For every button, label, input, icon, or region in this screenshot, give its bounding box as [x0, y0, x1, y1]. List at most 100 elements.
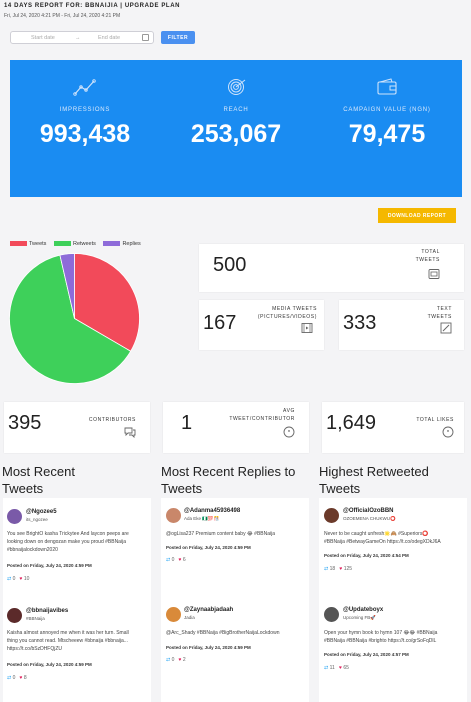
avatar[interactable]: [166, 607, 181, 622]
total-likes-card: 1,649 TOTAL LIKES ": [322, 402, 464, 453]
tweet-text: Never to be caught unfresh🌟🙈 #Superiors⭕…: [324, 530, 464, 546]
report-date-range: Fri, Jul 24, 2020 4:21 PM - Fri, Jul 24,…: [4, 13, 121, 19]
campaign-value: 79,475: [348, 120, 426, 148]
svg-text:": ": [446, 429, 449, 437]
tweet-date: Posted on Friday, July 24, 2020 4:54 PM: [324, 553, 409, 558]
like-count: 2: [182, 657, 186, 663]
text-tweets-value: 333: [343, 312, 377, 334]
retweet-count: 0: [12, 675, 16, 681]
tweet-handle: Upcoming FB🚀: [343, 615, 376, 620]
most-recent-replies-title-line1: Most Recent Replies to: [161, 464, 296, 479]
legend-item-tweets[interactable]: Tweets: [10, 241, 46, 247]
retweet-count: 0: [171, 657, 175, 663]
chat-icon: [124, 427, 136, 438]
tweet-stats: ⇄ 0 ♥ 8: [7, 675, 27, 681]
tweet-author[interactable]: @Zaynaabjadaah: [184, 607, 234, 613]
avatar[interactable]: [324, 607, 339, 622]
arrow-right-icon: →: [75, 35, 81, 41]
avatar[interactable]: [166, 508, 181, 523]
legend-item-replies[interactable]: Replies: [103, 241, 141, 247]
highest-retweeted-title-line2: Tweets: [319, 481, 361, 496]
legend-item-retweets[interactable]: Retweets: [53, 241, 96, 247]
most-recent-tweets-title: Most Recent Tweets: [2, 463, 75, 497]
avg-tweet-card: 1 AVG TWEET/CONTRIBUTOR ": [163, 402, 309, 453]
tweet-stats: ⇄ 18 ♥ 125: [324, 566, 352, 572]
tweet-text: Kaisha almost annoyed me when it was her…: [7, 629, 147, 653]
tweet-text-line: https://t.co/bSzDHFQjZU: [7, 646, 63, 652]
retweet-icon: ⇄: [324, 665, 329, 671]
retweet-icon: ⇄: [7, 675, 12, 681]
legend-swatch-tweets: [10, 241, 27, 247]
impressions-value: 993,438: [39, 120, 131, 148]
svg-text:": ": [287, 429, 290, 437]
recent-replies-column: [161, 498, 309, 702]
legend-swatch-retweets: [53, 241, 71, 247]
like-count: 10: [23, 576, 30, 582]
contributors-label: CONTRIBUTORS: [88, 417, 136, 423]
avg-tweet-label-line2: TWEET/CONTRIBUTOR: [229, 416, 295, 422]
avg-tweet-value: 1: [181, 412, 193, 434]
pie-slice-retweets[interactable]: [9, 254, 132, 384]
pie-slice-tweets[interactable]: [74, 253, 140, 352]
retweet-icon: ⇄: [7, 576, 12, 582]
tweet-text: @ogLisa237 Premium content baby 😂 #BBNai…: [166, 531, 276, 537]
report-title: 14 DAYS REPORT FOR: BBNAIJIA | UPGRADE P…: [4, 3, 181, 9]
stats-banner: IMPRESSIONS 993,438 REACH 253,067 CAMPAI…: [10, 60, 462, 197]
tweet-author[interactable]: @bbnaijavibes: [26, 608, 69, 614]
total-likes-label: TOTAL LIKES: [416, 417, 454, 423]
chart-legend: Tweets Retweets Replies: [10, 241, 147, 247]
contributors-value: 395: [8, 412, 42, 434]
start-date-input[interactable]: Start date: [31, 35, 55, 41]
tweet-date: Posted on Friday, July 24, 2020 4:57 PM: [324, 652, 409, 657]
total-likes-value: 1,649: [326, 412, 377, 434]
avatar[interactable]: [7, 509, 22, 524]
tweet-author[interactable]: @Adanma45936498: [184, 508, 241, 514]
most-recent-tweets-title-line1: Most Recent: [2, 464, 75, 479]
like-count: 125: [343, 566, 353, 572]
tweet-stats: ⇄ 0 ♥ 6: [166, 557, 186, 563]
retweeted-column: [319, 498, 467, 702]
quote-icon: ": [283, 426, 295, 438]
avatar[interactable]: [7, 608, 22, 623]
tweet-handle: its_ngozee: [26, 517, 48, 522]
tweet-text-line: thing you cannot read. Mtscheeew #bbnaij…: [7, 638, 128, 644]
heart-icon: ♥: [178, 557, 182, 563]
tweet-stats: ⇄ 11 ♥ 65: [324, 665, 349, 671]
tweet-text-line: Kaisha almost annoyed me when it was her…: [7, 630, 129, 636]
edit-icon: [440, 322, 452, 334]
tweet-date: Posted on Friday, July 24, 2020 4:59 PM: [166, 545, 251, 550]
tweets-icon: [428, 269, 440, 279]
download-report-button[interactable]: DOWNLOAD REPORT: [378, 208, 456, 223]
most-recent-replies-title-line2: Tweets: [161, 481, 203, 496]
tweet-author[interactable]: @OfficialOzoBBN: [343, 508, 394, 514]
tweet-date: Posted on Friday, July 24, 2020 4:59 PM: [166, 645, 251, 650]
legend-swatch-replies: [103, 241, 121, 247]
chart-line-icon: [73, 79, 96, 96]
tweet-text: Open your hymn book to hymn 107 😂😂 #BBNa…: [324, 629, 464, 645]
media-tweets-label-line2: (PICTURES/VIDEOS): [257, 314, 317, 320]
date-range-picker[interactable]: Start date → End date: [10, 31, 154, 44]
retweet-count: 0: [12, 576, 16, 582]
legend-label-tweets: Tweets: [29, 241, 47, 247]
wallet-icon: [377, 78, 397, 95]
pie-slice-replies[interactable]: [59, 253, 75, 319]
filter-button[interactable]: FILTER: [161, 31, 195, 44]
tweet-author[interactable]: @Updateboyx: [343, 607, 384, 613]
tweet-date: Posted on Friday, July 24, 2020 4:59 PM: [7, 563, 92, 568]
most-recent-replies-title: Most Recent Replies to Tweets: [161, 463, 295, 497]
avatar[interactable]: [324, 508, 339, 523]
tweet-author[interactable]: @Ngozee5: [26, 509, 57, 515]
tweet-text-line: looking down on dengozan make you proud …: [7, 539, 126, 545]
heart-icon: ♥: [19, 576, 23, 582]
quote-icon: ": [442, 426, 454, 438]
film-icon: [301, 323, 313, 333]
end-date-input[interactable]: End date: [98, 35, 121, 41]
tweet-text-line: #BBNaija #BetwayGameOn https://t.co/odeg…: [324, 539, 441, 545]
tweet-text: @Arc_Shady #BBNaija #BigBrotherNaijaLock…: [166, 630, 280, 636]
tweet-text-line: You see BrightO kasha Trickytee And layc…: [7, 531, 129, 537]
text-tweets-label-line2: TWEETS: [427, 314, 452, 320]
tweet-type-pie-chart: [9, 253, 140, 384]
heart-icon: ♥: [178, 657, 182, 663]
calendar-icon[interactable]: [142, 34, 149, 41]
